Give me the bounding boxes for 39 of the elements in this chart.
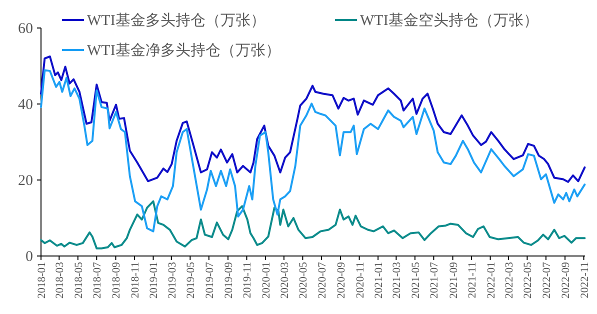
x-tick-label: 2021-03	[391, 262, 404, 299]
y-tick-label: 20	[18, 173, 33, 189]
x-tick-label: 2022-07	[540, 262, 553, 299]
line-series	[40, 69, 586, 232]
y-tick-label: 60	[18, 21, 33, 37]
x-tick-label: 2018-11	[129, 262, 142, 298]
x-tick-label: 2019-05	[185, 262, 198, 299]
x-tick-label: 2019-01	[148, 262, 160, 299]
y-tick-label: 40	[18, 97, 33, 113]
x-tick-label: 2020-03	[278, 262, 291, 299]
x-tick-label: 2022-03	[503, 262, 516, 299]
x-tick-label: 2018-09	[110, 262, 123, 299]
x-tick-label: 2021-05	[410, 262, 422, 299]
x-tick-label: 2019-07	[204, 262, 216, 299]
x-tick-label: 2020-09	[336, 262, 348, 299]
x-tick-label: 2018-05	[72, 262, 85, 299]
x-tick-label: 2022-01	[485, 262, 498, 299]
x-tick-label: 2021-07	[428, 262, 441, 299]
x-tick-label: 2020-07	[316, 262, 328, 299]
x-tick-label: 2021-09	[448, 262, 460, 299]
x-tick-label: 2020-05	[298, 262, 310, 299]
x-tick-label: 2022-09	[560, 262, 572, 299]
line-series	[40, 200, 586, 250]
x-tick-label: 2019-11	[242, 262, 254, 298]
x-tick-label: 2020-01	[260, 262, 272, 299]
x-tick-label: 2018-01	[36, 262, 48, 299]
legend-label: WTI基金净多头持仓（万张）	[87, 42, 280, 59]
x-tick-label: 2020-11	[354, 262, 366, 298]
x-tick-label: 2022-11	[578, 262, 591, 298]
x-tick-label: 2018-03	[54, 262, 66, 299]
x-tick-label: 2019-03	[166, 262, 178, 299]
x-tick-label: 2019-09	[222, 262, 235, 299]
legend-label: WTI基金多头持仓（万张）	[87, 12, 266, 29]
x-tick-label: 2021-01	[373, 262, 386, 299]
x-tick-label: 2021-11	[466, 262, 479, 298]
x-tick-label: 2018-07	[92, 262, 104, 299]
y-tick-label: 0	[26, 249, 33, 265]
legend-label: WTI基金空头持仓（万张）	[360, 12, 538, 29]
x-tick-label: 2022-05	[522, 262, 534, 299]
